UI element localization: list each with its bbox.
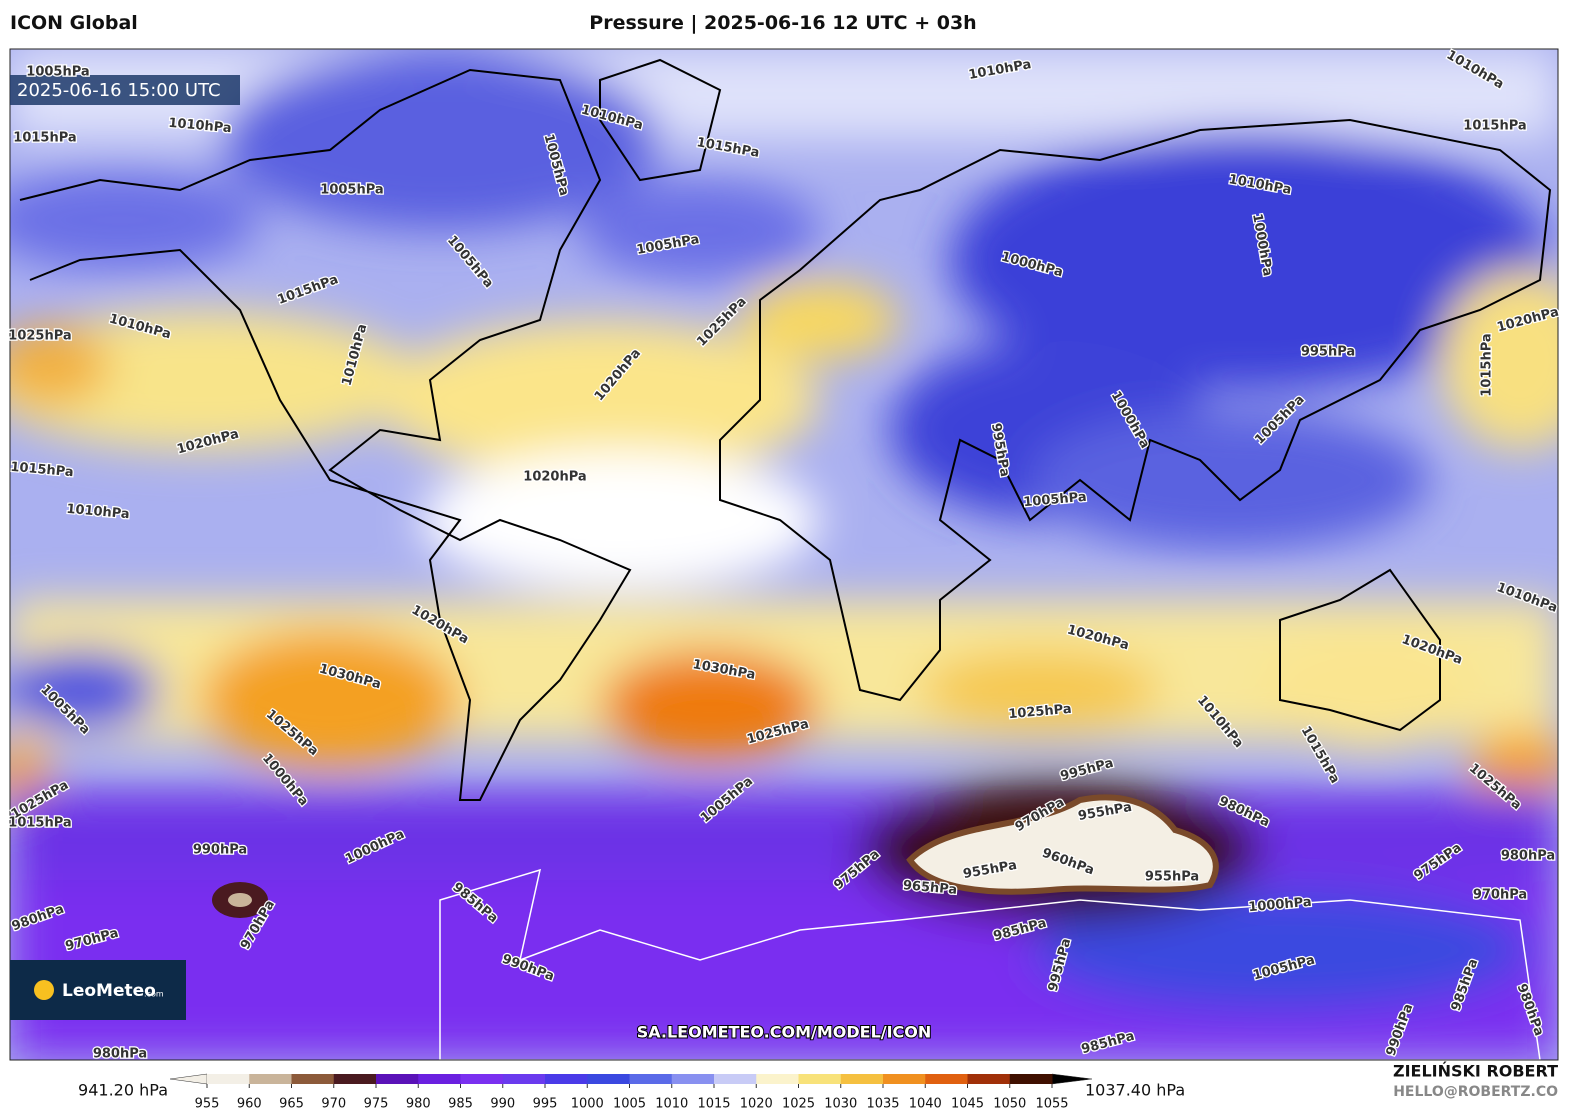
coastlines (19, 58, 1552, 1060)
colorbar-segment (376, 1074, 419, 1084)
colorbar-segment (333, 1074, 377, 1084)
contour-label: 1005hPa (320, 183, 383, 198)
pressure-field (10, 49, 1558, 1060)
colorbar-min: 941.20 hPa (78, 1081, 168, 1100)
contour-label: 1015hPa (10, 460, 74, 480)
colorbar-tick-label: 955 (195, 1097, 220, 1112)
colorbar-tick-label: 1010 (655, 1097, 688, 1112)
colorbar-tick-label: 965 (279, 1097, 304, 1112)
timestamp: 2025-06-16 15:00 UTC (17, 80, 221, 101)
logo-suffix: .com (144, 990, 164, 999)
colorbar-segment (1009, 1074, 1053, 1084)
colorbar-segment (840, 1074, 884, 1084)
colorbar-tick-label: 1005 (613, 1097, 646, 1112)
colorbar-tick-label: 980 (406, 1097, 431, 1112)
colorbar-segment (629, 1074, 673, 1084)
colorbar-tick-label: 960 (237, 1097, 262, 1112)
colorbar-segment (291, 1074, 335, 1084)
contour-label: 1010hPa (168, 116, 232, 136)
colorbar-segment (925, 1074, 968, 1084)
contour-label: 995hPa (1301, 345, 1355, 360)
colorbar-tick-label: 995 (533, 1097, 558, 1112)
colorbar-segment (545, 1074, 588, 1084)
colorbar-tick-label: 970 (321, 1097, 346, 1112)
colorbar-tick-label: 1020 (740, 1097, 773, 1112)
contour-label: 1015hPa (8, 816, 71, 831)
contour-label: 1005hPa (26, 65, 89, 80)
colorbar-tick-label: 1000 (571, 1097, 604, 1112)
contour-label: 965hPa (902, 878, 957, 898)
colorbar-tick-label: 985 (448, 1097, 473, 1112)
contour-label: 1015hPa (13, 131, 76, 146)
watermark: SA.LEOMETEO.COM/MODEL/ICON (637, 1023, 932, 1042)
colorbar-tick-label: 1035 (866, 1097, 899, 1112)
contour-label: 1015hPa (1480, 333, 1495, 396)
model-name: ICON Global (10, 12, 138, 34)
colorbar-tick-label: 1030 (824, 1097, 857, 1112)
colorbar-tick-label: 975 (364, 1097, 389, 1112)
colorbar-segment (714, 1074, 757, 1084)
contour-label: 1015hPa (1463, 119, 1526, 134)
contour-label: 980hPa (93, 1047, 147, 1062)
colorbar-segment (671, 1074, 715, 1084)
title: Pressure | 2025-06-16 12 UTC + 03h (589, 12, 977, 34)
colorbar-segment (883, 1074, 926, 1084)
colorbar-segment (756, 1074, 799, 1084)
colorbar-tick-label: 1050 (993, 1097, 1026, 1112)
author: ZIELIŃSKI ROBERT (1393, 1062, 1558, 1081)
contour-label: 1010hPa (66, 502, 130, 522)
colorbar-segment (418, 1074, 461, 1084)
colorbar-segment (249, 1074, 292, 1084)
colorbar-segment (587, 1074, 630, 1084)
colorbar-segment (967, 1074, 1011, 1084)
email: HELLO@ROBERTZ.CO (1393, 1084, 1558, 1100)
contour-label: 980hPa (1501, 849, 1555, 864)
colorbar-max: 1037.40 hPa (1085, 1081, 1185, 1100)
contour-label: 1000hPa (1248, 895, 1312, 915)
colorbar-segment (460, 1074, 504, 1084)
colorbar-segment (798, 1074, 842, 1084)
colorbar-extend-low (169, 1073, 208, 1085)
contour-label: 1025hPa (1008, 702, 1072, 722)
logo: LeoMeteo (62, 981, 156, 1001)
colorbar-segment (207, 1074, 250, 1084)
colorbar-tick-label: 1045 (951, 1097, 984, 1112)
contour-label: 1005hPa (1023, 490, 1087, 510)
contour-label: 955hPa (1145, 870, 1199, 885)
contour-label: 1020hPa (523, 470, 586, 485)
contour-label: 1025hPa (8, 329, 71, 344)
colorbar-tick-label: 1040 (909, 1097, 942, 1112)
colorbar-tick-label: 1055 (1035, 1097, 1068, 1112)
colorbar-segment (502, 1074, 546, 1084)
colorbar-tick-label: 1025 (782, 1097, 815, 1112)
colorbar-tick-label: 1015 (697, 1097, 730, 1112)
contour-label: 990hPa (193, 843, 247, 858)
contour-label: 970hPa (1473, 888, 1527, 903)
colorbar-tick-label: 990 (490, 1097, 515, 1112)
